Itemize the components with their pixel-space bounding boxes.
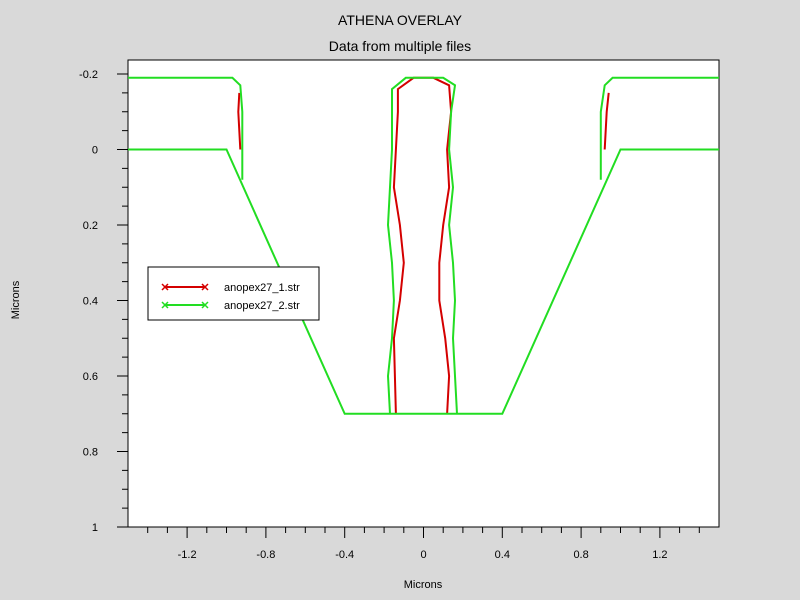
y-tick-label: 0.4 <box>83 296 98 308</box>
chart-subtitle: Data from multiple files <box>328 38 472 54</box>
legend-marker <box>201 283 209 291</box>
legend-box <box>147 266 320 321</box>
series-line-2 <box>128 148 719 415</box>
x-tick-label: -0.8 <box>256 549 275 561</box>
x-axis: -1.2 -0.8 -0.4 0 0.4 0.8 1.2 <box>147 527 700 561</box>
series-line-2 <box>386 76 458 414</box>
legend-marker <box>161 301 169 309</box>
x-tick-label: 0 <box>420 549 426 561</box>
x-tick-label: -1.2 <box>178 549 197 561</box>
y-tick-label: 0.8 <box>83 447 98 459</box>
series-line-2 <box>599 76 719 180</box>
y-axis: -0.2 0 0.2 0.4 0.6 0.8 1 <box>79 69 128 534</box>
x-tick-label: 0.4 <box>495 549 510 561</box>
legend-marker <box>161 283 169 291</box>
x-tick-label: -0.4 <box>335 549 354 561</box>
x-tick-label: 1.2 <box>652 549 667 561</box>
legend-marker <box>201 301 209 309</box>
y-tick-label: 0 <box>92 145 98 157</box>
y-tick-label: 1 <box>92 522 98 534</box>
y-axis-label: Microns <box>10 280 22 319</box>
series-line-2 <box>128 76 244 180</box>
plot-lines <box>128 76 719 415</box>
y-tick-label: 0.6 <box>83 371 98 383</box>
chart-title: ATHENA OVERLAY <box>338 12 462 28</box>
x-axis-label: Microns <box>404 579 443 591</box>
legend: anopex27_1.str anopex27_2.str <box>147 266 320 321</box>
series-line-1 <box>237 92 242 150</box>
legend-label: anopex27_1.str <box>224 282 300 294</box>
legend-label: anopex27_2.str <box>224 300 300 312</box>
series-line-1 <box>603 92 610 150</box>
x-tick-label: 0.8 <box>573 549 588 561</box>
y-tick-label: 0.2 <box>83 220 98 232</box>
y-tick-label: -0.2 <box>79 69 98 81</box>
